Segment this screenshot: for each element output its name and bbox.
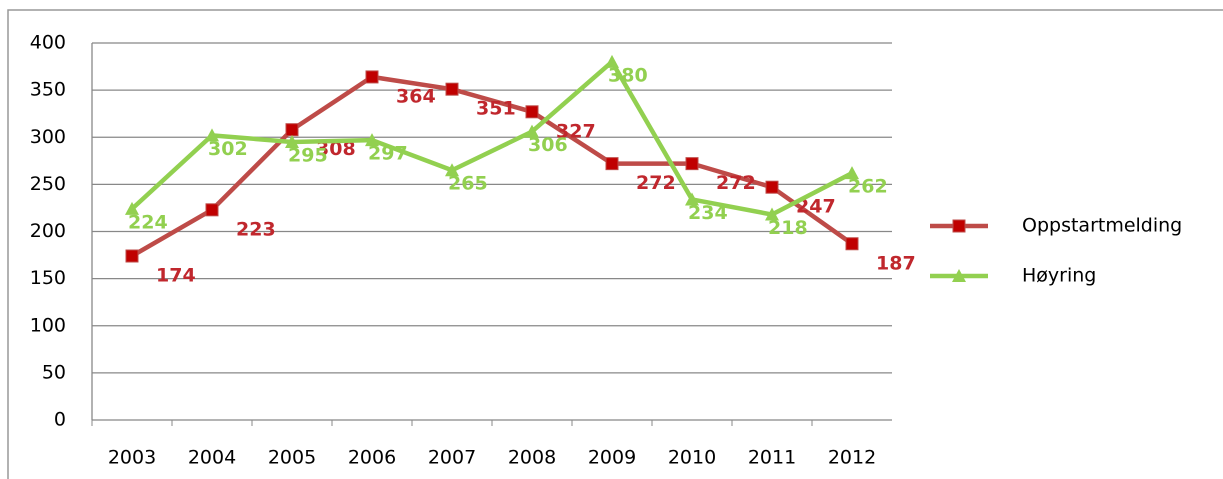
marker [445, 163, 459, 177]
data-label: 262 [848, 176, 888, 198]
data-label: 247 [796, 196, 836, 218]
marker [525, 105, 539, 119]
marker [952, 219, 966, 233]
marker [205, 128, 219, 142]
data-label: 272 [636, 172, 676, 194]
line [130, 59, 854, 217]
marker [445, 82, 459, 96]
x-tick-label: 2010 [668, 447, 716, 469]
data-label: 297 [368, 143, 408, 165]
data-label: 265 [448, 173, 488, 195]
data-label: 302 [208, 138, 248, 160]
marker [285, 123, 299, 137]
y-tick-label: 50 [42, 361, 66, 383]
x-tick-label: 2012 [828, 447, 876, 469]
marker [125, 249, 139, 263]
marker [125, 201, 139, 215]
y-tick-label: 300 [30, 126, 66, 148]
marker [285, 134, 299, 148]
marker [205, 203, 219, 217]
x-tick-label: 2008 [508, 447, 556, 469]
data-label: 224 [128, 211, 168, 233]
y-tick-label: 0 [54, 409, 66, 431]
data-label: 234 [688, 202, 728, 224]
data-label: 380 [608, 64, 648, 86]
y-tick-label: 200 [30, 220, 66, 242]
legend-label: Høyring [1022, 265, 1096, 287]
x-tick-label: 2004 [188, 447, 236, 469]
marker [365, 70, 379, 84]
x-tick-label: 2006 [348, 447, 396, 469]
data-label: 223 [236, 218, 276, 240]
x-tick-label: 2003 [108, 447, 156, 469]
marker [525, 124, 539, 138]
line [130, 74, 854, 258]
chart-frame [7, 9, 1223, 479]
data-label: 306 [528, 134, 568, 156]
marker [685, 192, 699, 206]
y-tick-label: 350 [30, 79, 66, 101]
marker [685, 157, 699, 171]
marker [765, 207, 779, 221]
data-label: 308 [316, 138, 356, 160]
data-label: 218 [768, 217, 808, 239]
x-tick-label: 2011 [748, 447, 796, 469]
marker [845, 166, 859, 180]
y-tick-label: 100 [30, 314, 66, 336]
marker [605, 54, 619, 68]
data-label: 295 [288, 144, 328, 166]
data-label: 351 [476, 98, 516, 120]
data-label: 327 [556, 120, 596, 142]
marker [365, 133, 379, 147]
x-tick-label: 2007 [428, 447, 476, 469]
data-label: 174 [156, 265, 196, 287]
y-tick-label: 400 [30, 32, 66, 54]
data-label: 364 [396, 85, 436, 107]
legend-label: Oppstartmelding [1022, 215, 1182, 237]
y-tick-label: 150 [30, 267, 66, 289]
x-tick-label: 2005 [268, 447, 316, 469]
data-label: 272 [716, 172, 756, 194]
marker [845, 237, 859, 251]
x-tick-label: 2009 [588, 447, 636, 469]
marker [765, 180, 779, 194]
marker [605, 157, 619, 171]
y-tick-label: 250 [30, 173, 66, 195]
marker [952, 269, 966, 282]
data-label: 187 [876, 252, 916, 274]
